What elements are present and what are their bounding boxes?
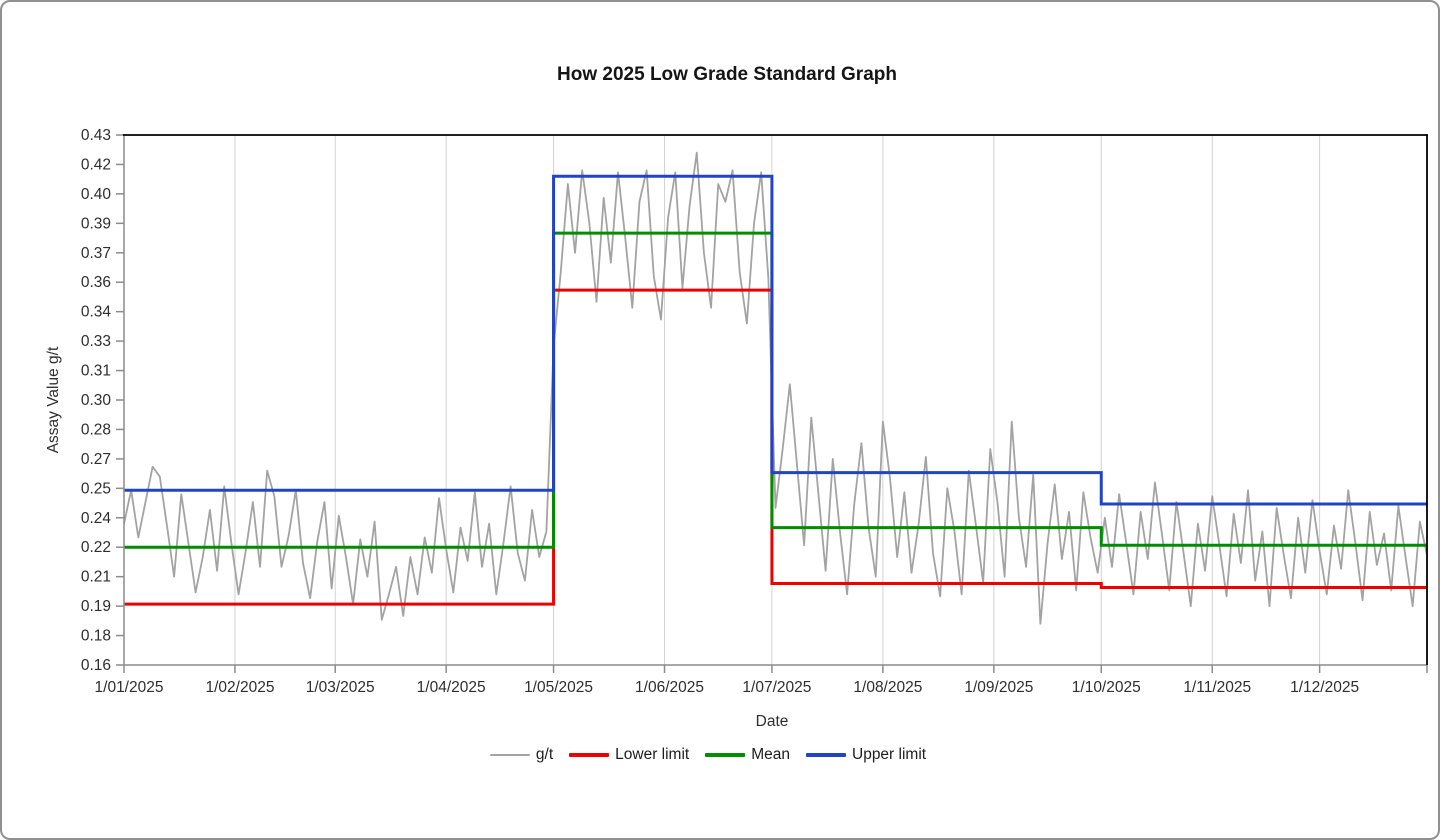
y-axis-tick-label: 0.40 [81,186,112,203]
series-upper-limit-line [124,174,1427,506]
x-axis-tick-label: 1/06/2025 [635,679,704,696]
series-lower-limit-line [124,288,1427,606]
x-axis-title: Date [755,713,789,730]
x-axis-tick-label: 1/09/2025 [964,679,1033,696]
y-axis-title: Assay Value g/t [45,346,62,454]
y-axis-tick-label: 0.42 [81,156,111,173]
x-axis-tick-label: 1/11/2025 [1183,679,1251,696]
y-axis-tick-label: 0.30 [81,392,112,409]
x-axis-tick-label: 1/03/2025 [306,679,375,696]
x-axis-tick-label: 1/08/2025 [853,679,922,696]
y-axis-tick-label: 0.19 [81,598,111,615]
y-axis-tick-label: 0.37 [81,245,111,262]
y-axis-tick-label: 0.18 [81,628,111,645]
x-axis-tick-label: 1/10/2025 [1072,679,1141,696]
legend-item-g-t: g/t [489,746,554,764]
legend-label: Upper limit [852,746,927,763]
legend-swatch [806,753,846,757]
y-axis-tick-label: 0.24 [81,510,112,527]
y-axis-tick-label: 0.25 [81,480,111,497]
legend-item-upper-limit: Upper limit [806,746,926,764]
y-axis-tick-label: 0.34 [81,304,112,321]
y-axis-tick-label: 0.27 [81,451,111,468]
y-axis-tick-label: 0.21 [81,569,111,586]
legend-label: Mean [751,746,790,763]
series-gt-line [123,151,1428,625]
legend-label: g/t [535,746,554,763]
y-axis-tick-label: 0.16 [81,657,111,674]
x-axis-tick-label: 1/05/2025 [524,679,593,696]
y-axis-tick-label: 0.33 [81,333,111,350]
legend-swatch [489,754,530,756]
legend-label: Lower limit [615,746,690,763]
x-axis-tick-label: 1/02/2025 [205,679,274,696]
legend: g/t Lower limit Mean Upper limit [2,745,1414,765]
y-axis-tick-label: 0.22 [81,539,111,556]
y-axis-tick-label: 0.31 [81,363,111,380]
x-axis-tick-label: 1/04/2025 [417,679,486,696]
legend-item-mean: Mean [705,746,790,764]
y-axis-tick-label: 0.43 [81,127,111,144]
legend-item-lower-limit: Lower limit [569,746,689,764]
x-axis-tick-label: 1/07/2025 [742,679,811,696]
y-axis-tick-label: 0.39 [81,215,111,232]
y-axis-tick-label: 0.28 [81,421,111,438]
legend-swatch [569,753,610,757]
legend-swatch [705,753,746,757]
x-axis-tick-label: 1/01/2025 [95,679,164,696]
chart-title: How 2025 Low Grade Standard Graph [557,64,897,85]
y-axis-tick-label: 0.36 [81,274,111,291]
x-axis-tick-label: 1/12/2025 [1290,679,1359,696]
